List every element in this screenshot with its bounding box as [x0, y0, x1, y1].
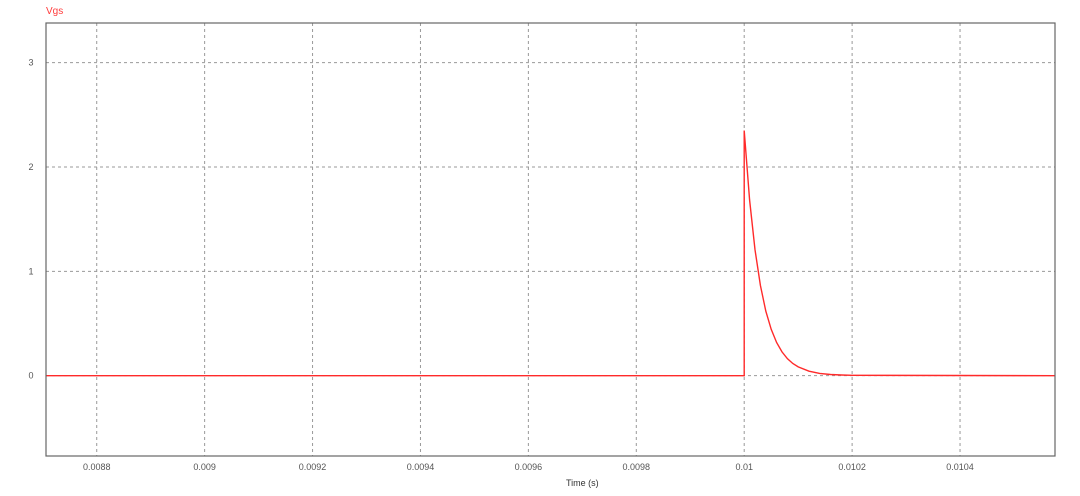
x-tick-label: 0.0092 [299, 462, 327, 472]
chart-title: Vgs [46, 6, 63, 17]
x-tick-label: 0.0098 [623, 462, 651, 472]
grid [46, 23, 1055, 456]
y-tick-label: 1 [28, 266, 33, 276]
y-tick-label: 2 [28, 162, 33, 172]
y-tick-label: 3 [28, 58, 33, 68]
x-tick-label: 0.0102 [838, 462, 866, 472]
series [46, 130, 1056, 377]
series-line-vgs [46, 130, 1056, 377]
x-tick-label: 0.0088 [83, 462, 111, 472]
plot-frame [45, 22, 1056, 457]
x-tick-label: 0.009 [193, 462, 216, 472]
x-tick-label: 0.01 [735, 462, 753, 472]
x-tick-label: 0.0104 [946, 462, 974, 472]
x-axis-label: Time (s) [566, 478, 599, 488]
y-tick-label: 0 [28, 371, 33, 381]
x-tick-label: 0.0094 [407, 462, 435, 472]
ticks: 0.0088 0.009 0.0092 0.0094 0.0096 0.0098 0.01 0… [28, 58, 973, 472]
x-tick-label: 0.0096 [515, 462, 543, 472]
